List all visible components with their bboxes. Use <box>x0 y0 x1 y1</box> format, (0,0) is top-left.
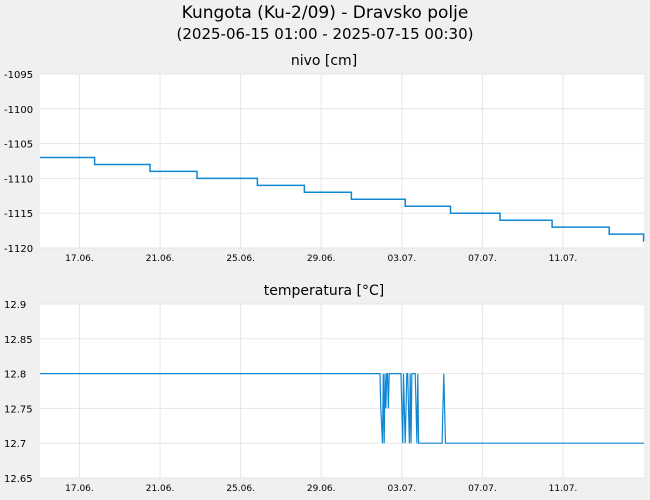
temperature-y-tick-label: 12.7 <box>4 439 26 450</box>
level-x-axis: 17.06. 21.06. 25.06. 29.06. 03.07. 07.07. 11.0… <box>65 254 577 264</box>
temperature-x-tick-label: 17.06. <box>65 484 94 494</box>
temperature-grid <box>40 303 644 479</box>
level-y-tick-label: -1110 <box>4 174 33 185</box>
temperature-x-tick-label: 03.07. <box>387 484 416 494</box>
temperature-panel-title: temperatura [°C] <box>264 283 384 299</box>
level-y-tick-label: -1115 <box>4 209 33 220</box>
level-x-tick-label: 11.07. <box>549 254 578 264</box>
temperature-y-tick-label: 12.85 <box>4 335 33 346</box>
level-series-line <box>40 156 645 242</box>
temperature-x-tick-label: 11.07. <box>549 484 578 494</box>
level-x-tick-label: 17.06. <box>65 254 94 264</box>
level-x-tick-label: 03.07. <box>387 254 416 264</box>
temperature-x-tick-label: 07.07. <box>468 484 497 494</box>
temperature-chart: temperatura [°C] 12.912.8512.812.7512.71… <box>4 283 644 494</box>
level-y-tick-label: -1105 <box>4 140 33 151</box>
temperature-series-line <box>40 373 644 444</box>
temperature-plot-area <box>40 304 644 478</box>
level-x-tick-label: 07.07. <box>468 254 497 264</box>
level-x-tick-label: 25.06. <box>226 254 255 264</box>
level-chart: nivo [cm] -1095 -1100 -1105 -1110 -1115 -1120… <box>4 53 645 264</box>
level-grid <box>40 73 644 249</box>
temperature-y-tick-label: 12.75 <box>4 404 33 415</box>
level-y-tick-label: -1120 <box>4 244 33 255</box>
level-y-tick-label: -1100 <box>4 105 33 116</box>
temperature-y-axis: 12.9 12.85 12.8 12.75 12.7 12.65 <box>4 300 33 485</box>
chart-subtitle: (2025-06-15 01:00 - 2025-07-15 00:30) <box>176 25 474 43</box>
temperature-x-tick-label: 21.06. <box>146 484 175 494</box>
level-panel-title: nivo [cm] <box>291 53 357 69</box>
level-y-axis: -1095 -1100 -1105 -1110 -1115 -1120 <box>4 70 33 255</box>
level-x-tick-label: 21.06. <box>146 254 175 264</box>
temperature-y-tick-label: 12.65 <box>4 474 33 485</box>
level-plot-area <box>40 74 644 248</box>
temperature-y-tick-label: 12.8 <box>4 370 26 381</box>
temperature-y-tick-label: 12.9 <box>4 300 26 311</box>
temperature-x-tick-label: 25.06. <box>226 484 255 494</box>
temperature-x-tick-label: 29.06. <box>307 484 336 494</box>
temperature-x-axis: 17.06. 21.06. 25.06. 29.06. 03.07. 07.07. 11.0… <box>65 484 577 494</box>
level-y-tick-label: -1095 <box>4 70 33 81</box>
level-x-tick-label: 29.06. <box>307 254 336 264</box>
chart-title: Kungota (Ku-2/09) - Dravsko polje <box>181 3 469 23</box>
